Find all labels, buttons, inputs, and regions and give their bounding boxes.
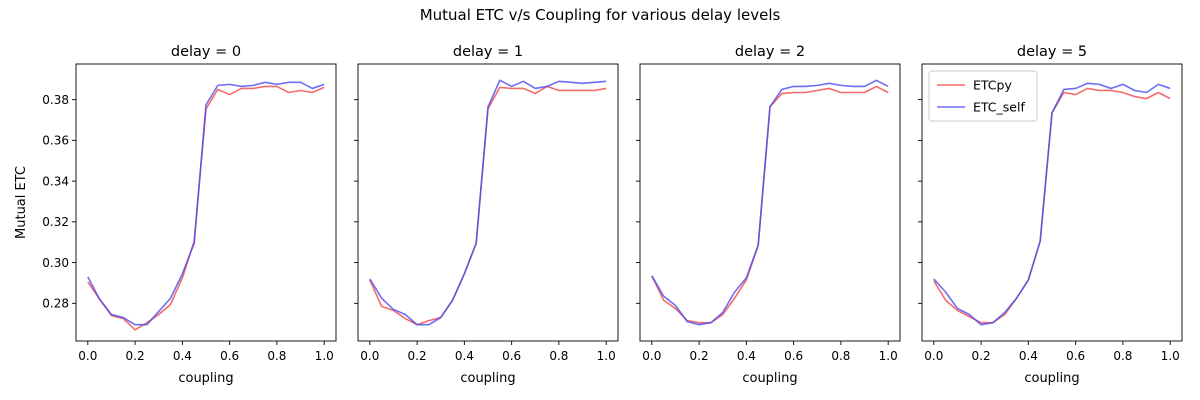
x-tick-label: 0.2 [972,349,991,363]
subplot-title: delay = 0 [171,44,241,60]
x-tick-label: 0.8 [831,349,850,363]
x-axis-label: coupling [460,371,515,386]
x-tick-label: 0.2 [126,349,145,363]
x-tick-label: 0.8 [1113,349,1132,363]
x-tick-label: 1.0 [1161,349,1180,363]
series-line-etc-self [933,82,1171,326]
x-tick-label: 0.8 [549,349,568,363]
x-tick-label: 0.2 [408,349,427,363]
subplot-title: delay = 5 [1017,44,1087,60]
plot-area-frame [921,63,1183,342]
x-tick-label: 0.0 [924,349,943,363]
subplot-title: delay = 1 [453,44,523,60]
series-line-etcpy [87,85,325,331]
legend-label: ETC_self [973,100,1025,115]
plot-area-frame [357,63,619,342]
series-line-etcpy [933,87,1171,324]
y-tick-label: 0.28 [42,297,69,311]
legend-label: ETCpy [973,78,1012,93]
plot-area-frame [639,63,901,342]
subplot-3: delay = 2 0.0 0.2 0.4 0.6 0.8 1.0 coupling [636,44,901,386]
figure-title: Mutual ETC v/s Coupling for various dela… [420,6,781,24]
plot-area-frame [75,63,337,342]
subplot-2: delay = 1 0.0 0.2 0.4 0.6 0.8 1.0 coupling [354,44,619,386]
y-tick-label: 0.30 [42,256,69,270]
y-tick-label: 0.36 [42,134,69,148]
x-tick-label: 0.4 [1019,349,1038,363]
x-axis-label: coupling [742,371,797,386]
x-tick-label: 0.4 [737,349,756,363]
x-tick-label: 0.4 [455,349,474,363]
series-line-etcpy [369,85,607,326]
x-tick-label: 0.8 [267,349,286,363]
series-line-etc-self [87,81,325,326]
x-tick-label: 0.4 [173,349,192,363]
series-line-etcpy [651,85,889,324]
legend-box [928,70,1038,122]
subplot-1: delay = 0 0.0 0.2 0.4 0.6 0.8 1.0 0.28 0.30 0.32 0… [14,44,337,386]
series-line-etc-self [651,79,889,326]
x-tick-label: 0.0 [360,349,379,363]
x-tick-label: 0.6 [220,349,239,363]
x-tick-label: 1.0 [315,349,334,363]
x-tick-label: 0.0 [78,349,97,363]
x-tick-label: 0.6 [784,349,803,363]
subplot-grid: delay = 0 0.0 0.2 0.4 0.6 0.8 1.0 0.28 0.30 0.32 0… [14,44,1183,386]
x-tick-label: 0.0 [642,349,661,363]
series-line-etc-self [369,79,607,326]
y-tick-label: 0.32 [42,215,69,229]
x-tick-label: 1.0 [879,349,898,363]
legend: ETCpy ETC_self [928,70,1038,122]
subplot-4: delay = 5 0.0 0.2 0.4 0.6 0.8 1.0 coupling ETCpy… [918,44,1183,386]
x-tick-label: 1.0 [597,349,616,363]
x-tick-label: 0.6 [1066,349,1085,363]
x-axis-label: coupling [1024,371,1079,386]
y-tick-label: 0.34 [42,174,69,188]
subplot-title: delay = 2 [735,44,805,60]
y-axis-label: Mutual ETC [14,166,29,239]
x-tick-label: 0.6 [502,349,521,363]
x-axis-label: coupling [178,371,233,386]
x-tick-label: 0.2 [690,349,709,363]
y-tick-label: 0.38 [42,93,69,107]
